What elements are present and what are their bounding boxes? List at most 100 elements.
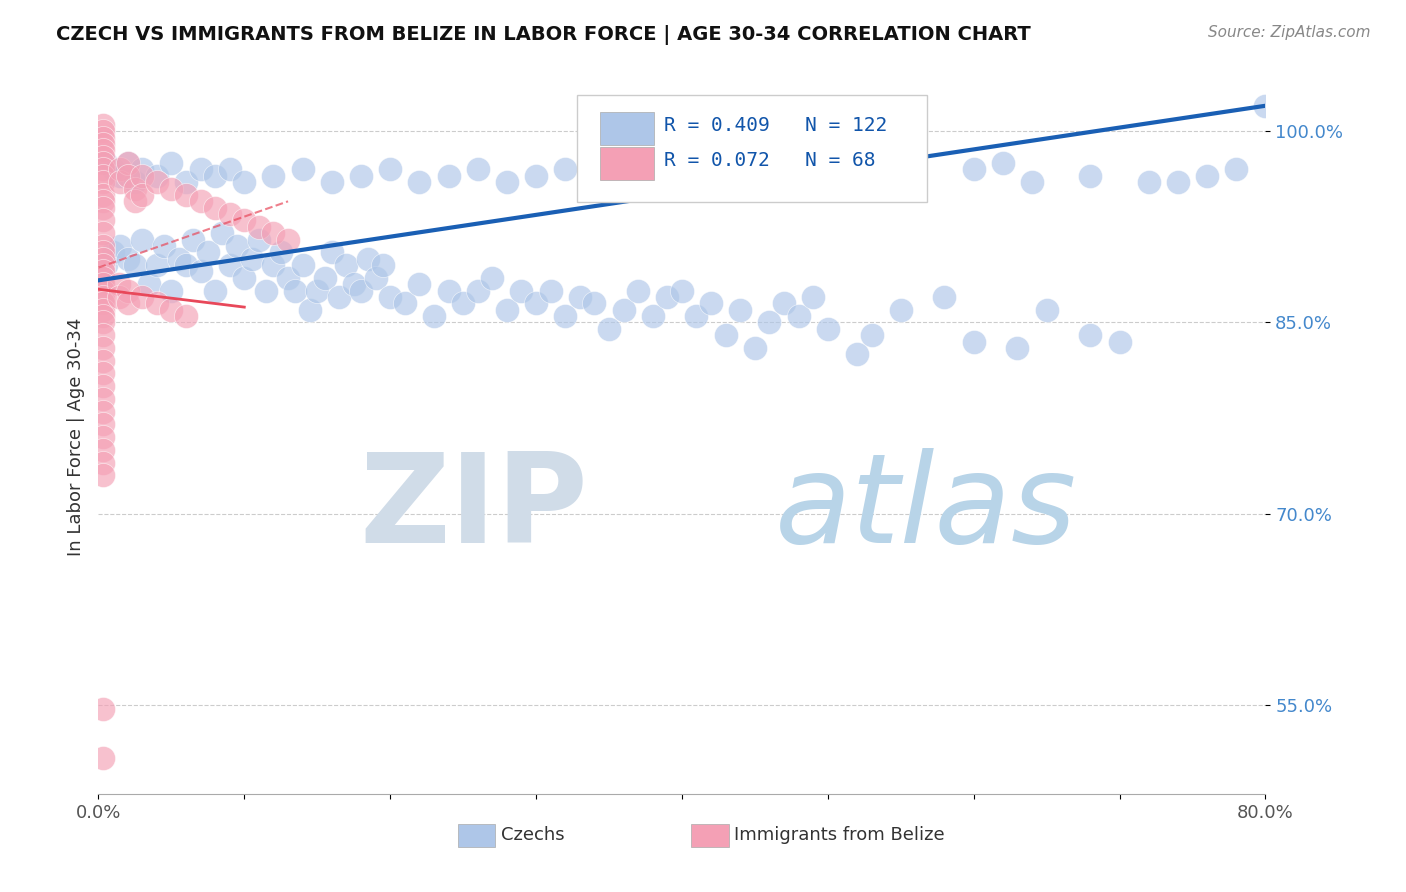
FancyBboxPatch shape bbox=[692, 824, 728, 847]
Point bbox=[91, 150, 114, 164]
Point bbox=[117, 252, 139, 266]
Point bbox=[496, 302, 519, 317]
Point bbox=[91, 136, 114, 151]
Point bbox=[627, 284, 650, 298]
Point bbox=[131, 162, 153, 177]
Point bbox=[890, 302, 912, 317]
Point bbox=[146, 175, 169, 189]
Point bbox=[277, 270, 299, 285]
Point bbox=[146, 169, 169, 183]
Point bbox=[91, 296, 114, 310]
Point bbox=[846, 347, 869, 361]
Point bbox=[554, 309, 576, 323]
Point bbox=[1108, 334, 1130, 349]
Point bbox=[174, 258, 197, 272]
Point bbox=[110, 239, 132, 253]
Point bbox=[91, 264, 114, 278]
Point bbox=[496, 175, 519, 189]
Point bbox=[211, 226, 233, 240]
Point bbox=[190, 194, 212, 209]
Point bbox=[204, 201, 226, 215]
Point bbox=[314, 270, 336, 285]
Point bbox=[91, 379, 114, 393]
Point bbox=[451, 296, 474, 310]
Point bbox=[991, 156, 1014, 170]
Point bbox=[174, 309, 197, 323]
Point bbox=[350, 284, 373, 298]
Y-axis label: In Labor Force | Age 30-34: In Labor Force | Age 30-34 bbox=[66, 318, 84, 557]
Point bbox=[110, 169, 132, 183]
Point bbox=[364, 270, 387, 285]
Point bbox=[583, 175, 606, 189]
Point bbox=[117, 169, 139, 183]
Point bbox=[343, 277, 366, 292]
Point bbox=[380, 290, 402, 304]
Point bbox=[598, 322, 620, 336]
Point bbox=[101, 245, 124, 260]
Point bbox=[160, 284, 183, 298]
Point bbox=[138, 277, 160, 292]
Point bbox=[357, 252, 380, 266]
Point bbox=[124, 181, 146, 195]
Point bbox=[91, 404, 114, 418]
Point bbox=[117, 284, 139, 298]
Point bbox=[700, 296, 723, 310]
Point bbox=[91, 188, 114, 202]
Point bbox=[110, 175, 132, 189]
Point bbox=[262, 226, 284, 240]
Point bbox=[1254, 99, 1277, 113]
Point bbox=[437, 284, 460, 298]
Point bbox=[91, 156, 114, 170]
Point bbox=[1021, 175, 1043, 189]
Point bbox=[146, 258, 169, 272]
Point bbox=[758, 315, 780, 329]
Point bbox=[131, 290, 153, 304]
Point bbox=[94, 258, 117, 272]
Point bbox=[131, 188, 153, 202]
Point bbox=[91, 124, 114, 138]
Point bbox=[380, 162, 402, 177]
Point bbox=[91, 341, 114, 355]
Point bbox=[467, 162, 489, 177]
Point bbox=[321, 245, 343, 260]
Point bbox=[307, 284, 329, 298]
Point bbox=[247, 219, 270, 234]
Point bbox=[846, 162, 869, 177]
Point bbox=[254, 284, 277, 298]
Point bbox=[153, 239, 176, 253]
Point bbox=[117, 156, 139, 170]
Point bbox=[108, 290, 131, 304]
FancyBboxPatch shape bbox=[600, 112, 654, 145]
Point bbox=[1225, 162, 1247, 177]
Point bbox=[612, 302, 634, 317]
Point bbox=[1167, 175, 1189, 189]
Text: Immigrants from Belize: Immigrants from Belize bbox=[734, 826, 945, 844]
Point bbox=[671, 156, 693, 170]
Point bbox=[197, 245, 219, 260]
Point bbox=[218, 258, 240, 272]
Point bbox=[91, 201, 114, 215]
Text: R = 0.072   N = 68: R = 0.072 N = 68 bbox=[665, 152, 876, 170]
Point bbox=[91, 169, 114, 183]
Point bbox=[218, 207, 240, 221]
Point bbox=[801, 290, 824, 304]
Point bbox=[1007, 341, 1029, 355]
Text: atlas: atlas bbox=[775, 448, 1077, 569]
FancyBboxPatch shape bbox=[576, 95, 927, 202]
Text: R = 0.409   N = 122: R = 0.409 N = 122 bbox=[665, 116, 887, 135]
Point bbox=[160, 181, 183, 195]
Point bbox=[91, 751, 114, 765]
Point bbox=[226, 239, 249, 253]
Text: Source: ZipAtlas.com: Source: ZipAtlas.com bbox=[1208, 25, 1371, 40]
Point bbox=[1080, 328, 1102, 343]
Point bbox=[91, 315, 114, 329]
Point bbox=[321, 175, 343, 189]
Point bbox=[641, 309, 664, 323]
Point bbox=[962, 162, 984, 177]
Point bbox=[744, 341, 766, 355]
Point bbox=[510, 284, 533, 298]
Point bbox=[1035, 302, 1057, 317]
Point bbox=[91, 144, 114, 158]
Point bbox=[284, 284, 307, 298]
Point bbox=[91, 258, 114, 272]
